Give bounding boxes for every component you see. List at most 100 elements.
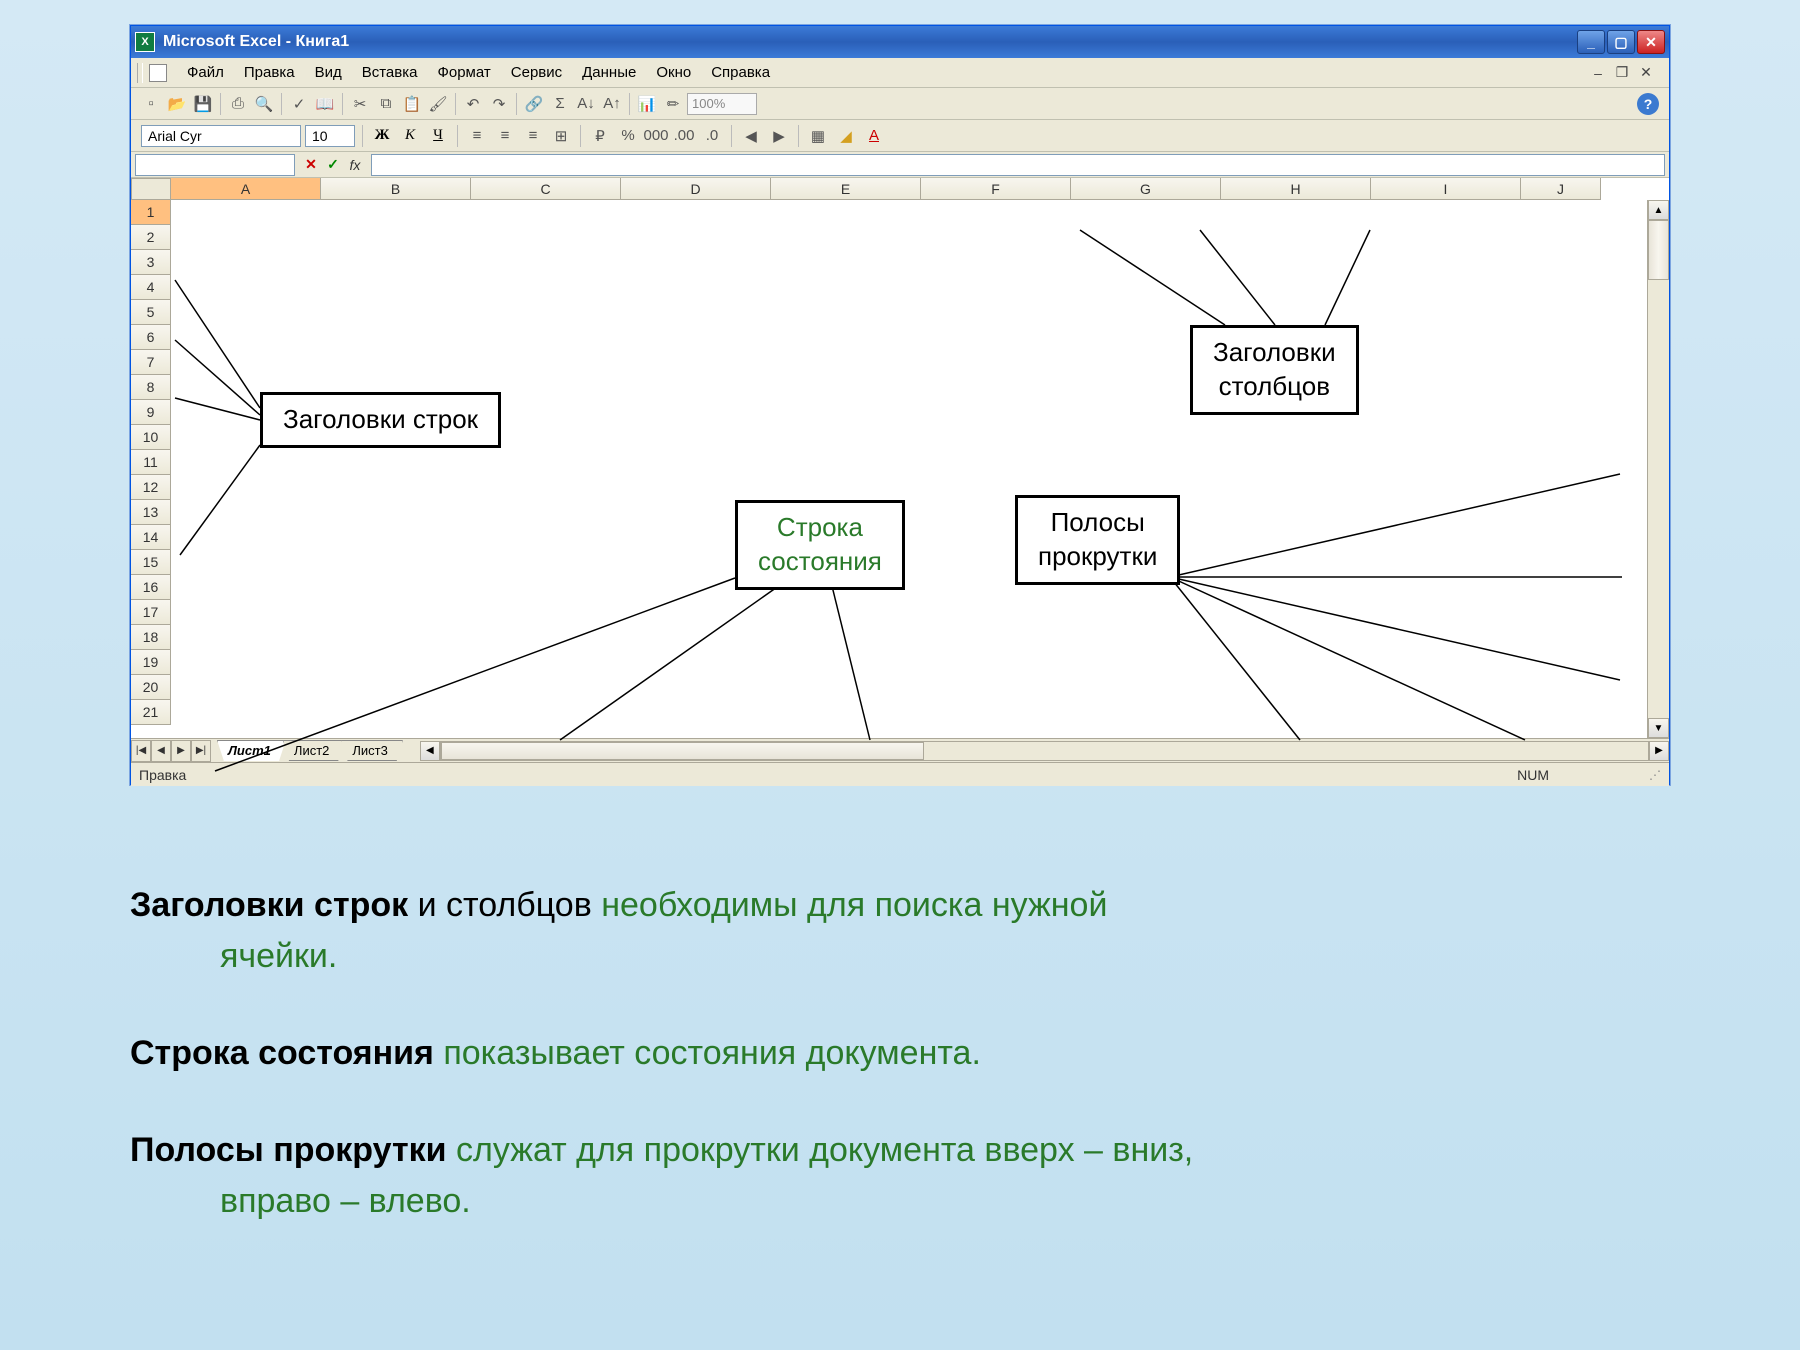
sheet-tab[interactable]: Лист1	[217, 740, 286, 761]
row-header[interactable]: 8	[131, 375, 171, 400]
increase-indent-icon[interactable]: ▶	[767, 124, 791, 148]
font-color-icon[interactable]: A	[862, 124, 886, 148]
mdi-restore-button[interactable]: ❐	[1613, 65, 1631, 81]
print-icon[interactable]: ⎙	[226, 92, 250, 116]
copy-icon[interactable]: ⧉	[374, 92, 398, 116]
formula-input[interactable]	[371, 154, 1665, 176]
currency-icon[interactable]: ₽	[588, 124, 612, 148]
row-header[interactable]: 14	[131, 525, 171, 550]
minimize-button[interactable]: _	[1577, 30, 1605, 54]
increase-decimal-icon[interactable]: .00	[672, 124, 696, 148]
name-box[interactable]	[135, 154, 295, 176]
fx-icon[interactable]: fx	[345, 155, 365, 175]
format-painter-icon[interactable]: 🖌	[426, 92, 450, 116]
column-header[interactable]: G	[1071, 178, 1221, 200]
align-right-icon[interactable]: ≡	[521, 124, 545, 148]
row-header[interactable]: 16	[131, 575, 171, 600]
menu-view[interactable]: Вид	[305, 62, 352, 83]
fill-color-icon[interactable]: ◢	[834, 124, 858, 148]
column-header[interactable]: B	[321, 178, 471, 200]
scroll-right-icon[interactable]: ▶	[1649, 741, 1669, 761]
menu-data[interactable]: Данные	[572, 62, 646, 83]
row-header[interactable]: 11	[131, 450, 171, 475]
italic-button[interactable]: К	[398, 124, 422, 148]
horizontal-scrollbar[interactable]: ◀ ▶	[420, 741, 1669, 761]
menu-edit[interactable]: Правка	[234, 62, 305, 83]
spell-icon[interactable]: ✓	[287, 92, 311, 116]
menu-format[interactable]: Формат	[427, 62, 500, 83]
column-header[interactable]: H	[1221, 178, 1371, 200]
scroll-thumb[interactable]	[441, 742, 924, 760]
mdi-minimize-button[interactable]: –	[1589, 65, 1607, 81]
hyperlink-icon[interactable]: 🔗	[522, 92, 546, 116]
row-header[interactable]: 5	[131, 300, 171, 325]
scroll-up-icon[interactable]: ▲	[1648, 200, 1669, 220]
row-header[interactable]: 1	[131, 200, 171, 225]
column-header[interactable]: E	[771, 178, 921, 200]
cancel-formula-icon[interactable]: ✕	[301, 155, 321, 175]
column-header[interactable]: F	[921, 178, 1071, 200]
row-header[interactable]: 3	[131, 250, 171, 275]
row-header[interactable]: 4	[131, 275, 171, 300]
percent-icon[interactable]: %	[616, 124, 640, 148]
close-button[interactable]: ✕	[1637, 30, 1665, 54]
font-size-box[interactable]: 10	[305, 125, 355, 147]
sort-asc-icon[interactable]: A↓	[574, 92, 598, 116]
scroll-thumb[interactable]	[1648, 220, 1669, 280]
row-header[interactable]: 6	[131, 325, 171, 350]
save-icon[interactable]: 💾	[191, 92, 215, 116]
tab-nav-prev-icon[interactable]: ◀	[151, 740, 171, 762]
row-header[interactable]: 17	[131, 600, 171, 625]
borders-icon[interactable]: ▦	[806, 124, 830, 148]
merge-icon[interactable]: ⊞	[549, 124, 573, 148]
menu-help[interactable]: Справка	[701, 62, 780, 83]
row-header[interactable]: 7	[131, 350, 171, 375]
new-icon[interactable]: ▫	[139, 92, 163, 116]
maximize-button[interactable]: ▢	[1607, 30, 1635, 54]
row-header[interactable]: 12	[131, 475, 171, 500]
drawing-icon[interactable]: ✏	[661, 92, 685, 116]
select-all-corner[interactable]	[131, 178, 171, 200]
menu-window[interactable]: Окно	[646, 62, 701, 83]
menu-file[interactable]: Файл	[177, 62, 234, 83]
sheet-tab[interactable]: Лист3	[341, 740, 402, 761]
bold-button[interactable]: Ж	[370, 124, 394, 148]
row-header[interactable]: 20	[131, 675, 171, 700]
vertical-scrollbar[interactable]: ▲ ▼	[1647, 200, 1669, 738]
sort-desc-icon[interactable]: A↑	[600, 92, 624, 116]
column-header[interactable]: J	[1521, 178, 1601, 200]
tab-nav-last-icon[interactable]: ▶|	[191, 740, 211, 762]
undo-icon[interactable]: ↶	[461, 92, 485, 116]
row-header[interactable]: 13	[131, 500, 171, 525]
menu-insert[interactable]: Вставка	[352, 62, 428, 83]
comma-icon[interactable]: 000	[644, 124, 668, 148]
align-center-icon[interactable]: ≡	[493, 124, 517, 148]
resize-grip-icon[interactable]: ⋰	[1649, 768, 1661, 782]
enter-formula-icon[interactable]: ✓	[323, 155, 343, 175]
column-header[interactable]: D	[621, 178, 771, 200]
underline-button[interactable]: Ч	[426, 124, 450, 148]
cut-icon[interactable]: ✂	[348, 92, 372, 116]
decrease-indent-icon[interactable]: ◀	[739, 124, 763, 148]
chart-icon[interactable]: 📊	[635, 92, 659, 116]
help-icon[interactable]: ?	[1637, 93, 1659, 115]
column-header[interactable]: I	[1371, 178, 1521, 200]
column-header[interactable]: C	[471, 178, 621, 200]
menu-tools[interactable]: Сервис	[501, 62, 572, 83]
row-header[interactable]: 19	[131, 650, 171, 675]
zoom-box[interactable]: 100%	[687, 93, 757, 115]
row-header[interactable]: 2	[131, 225, 171, 250]
scroll-left-icon[interactable]: ◀	[420, 741, 440, 761]
paste-icon[interactable]: 📋	[400, 92, 424, 116]
row-header[interactable]: 10	[131, 425, 171, 450]
sheet-tab[interactable]: Лист2	[283, 740, 344, 761]
autosum-icon[interactable]: Σ	[548, 92, 572, 116]
preview-icon[interactable]: 🔍	[252, 92, 276, 116]
tab-nav-next-icon[interactable]: ▶	[171, 740, 191, 762]
open-icon[interactable]: 📂	[165, 92, 189, 116]
scroll-down-icon[interactable]: ▼	[1648, 718, 1669, 738]
research-icon[interactable]: 📖	[313, 92, 337, 116]
font-name-box[interactable]: Arial Cyr	[141, 125, 301, 147]
redo-icon[interactable]: ↷	[487, 92, 511, 116]
row-header[interactable]: 18	[131, 625, 171, 650]
